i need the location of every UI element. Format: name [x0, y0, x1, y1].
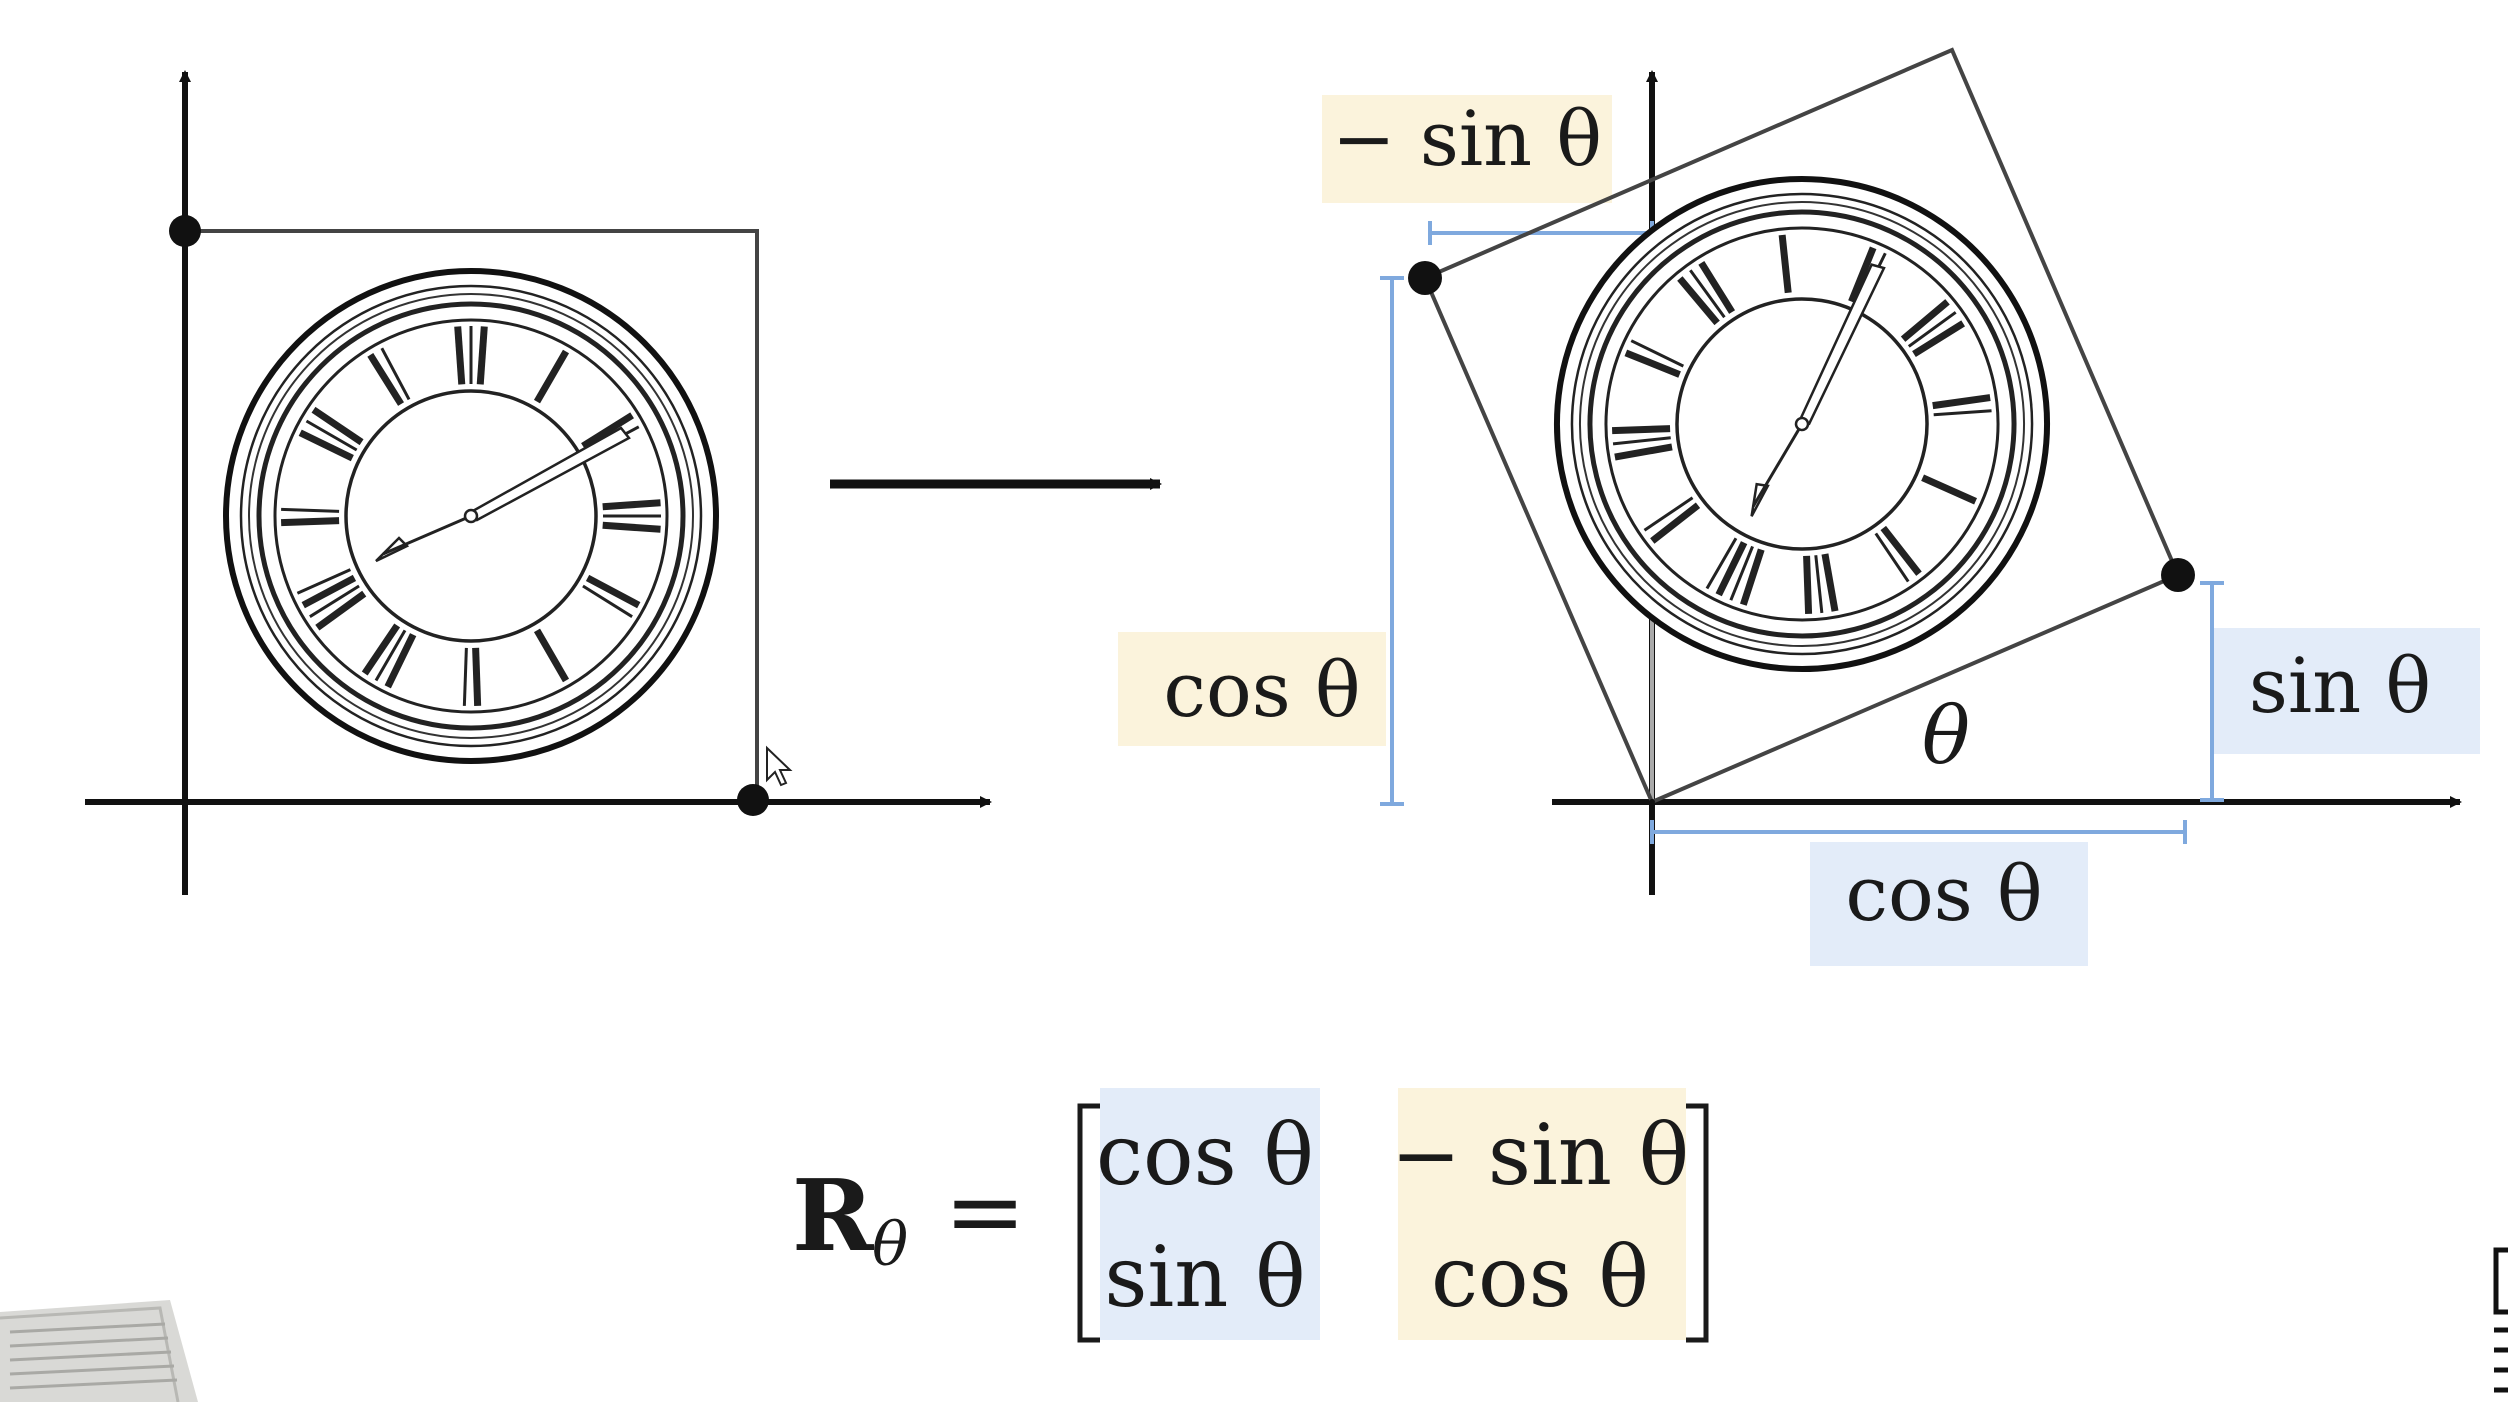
rotated-unit-square: [1422, 47, 2181, 805]
right-corner-dot-right: [2161, 558, 2195, 592]
label-cos-left: cos θ: [1163, 645, 1360, 734]
label-sin-right: sin θ: [2249, 641, 2431, 730]
sin-right-highlight: [2210, 628, 2480, 754]
left-bracket: [1077, 1103, 1100, 1343]
clock-face-icon: [226, 271, 716, 761]
corner-webcam-thumbnail: [0, 1300, 198, 1402]
label-theta: θ: [1922, 689, 1970, 782]
left-unit-square: [185, 229, 759, 802]
label-neg-sin: − sin θ: [1332, 94, 1602, 183]
left-corner-dot-top: [169, 215, 201, 247]
right-bracket: [1686, 1103, 1709, 1343]
right-corner-dot-top: [1408, 261, 1442, 295]
mouse-cursor-icon: [766, 745, 793, 787]
label-cos-bottom: cos θ: [1845, 849, 2042, 938]
measure-cos-bottom: [1650, 820, 2187, 844]
measure-sin-right: [2200, 581, 2224, 802]
corner-edge-glyph: [2493, 1247, 2508, 1393]
right-diagram: − sin θ cos θ sin θ cos θ θ: [1118, 47, 2480, 966]
matrix-m11: cos θ: [1096, 1106, 1314, 1204]
measure-cos-left: [1380, 276, 1404, 806]
formula-lhs-subscript: θ: [872, 1210, 908, 1280]
origin-corner: [1649, 799, 1655, 805]
matrix-col1-highlight: [1100, 1088, 1320, 1340]
matrix-m22: cos θ: [1431, 1228, 1649, 1326]
formula-equals: =: [944, 1155, 1026, 1269]
matrix-m12: − sin θ: [1391, 1106, 1689, 1204]
matrix-m21: sin θ: [1104, 1228, 1305, 1326]
left-corner-dot-right: [737, 784, 769, 816]
rotation-matrix-formula: R θ = cos θ − sin θ sin θ cos θ: [792, 1088, 1709, 1343]
neg-sin-highlight: [1322, 95, 1612, 203]
formula-lhs-symbol: R: [792, 1159, 875, 1274]
measure-neg-sin: [1428, 221, 1654, 245]
cos-bottom-highlight: [1810, 842, 2088, 966]
cos-left-highlight: [1118, 632, 1386, 746]
left-diagram: [85, 70, 992, 895]
matrix-col2-highlight: [1398, 1088, 1686, 1340]
